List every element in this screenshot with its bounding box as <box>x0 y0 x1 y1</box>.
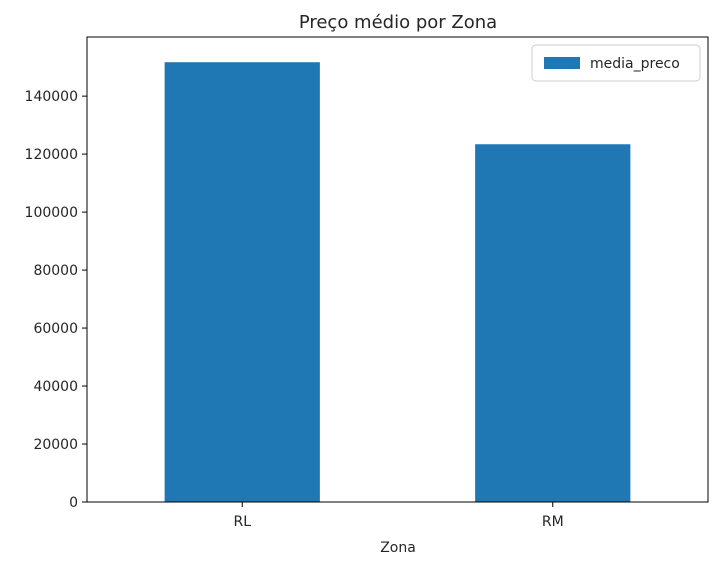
y-tick-label: 60000 <box>33 321 78 337</box>
x-tick-label: RL <box>233 514 251 530</box>
y-tick-label: 140000 <box>25 89 78 105</box>
bar-rm <box>475 144 631 502</box>
y-axis: 0 20000 40000 60000 80000 100000 120000 140000 <box>25 89 87 511</box>
bar-rl <box>164 62 320 503</box>
y-tick-label: 20000 <box>33 437 78 453</box>
y-tick-label: 80000 <box>33 263 78 279</box>
plot-frame <box>86 36 709 503</box>
legend-box <box>531 44 701 82</box>
y-tick-label: 0 <box>69 495 78 511</box>
x-tick-label: RM <box>542 514 564 530</box>
legend: media_preco <box>531 44 701 82</box>
legend-swatch <box>544 57 580 69</box>
x-axis-label: Zona <box>380 540 416 556</box>
legend-label: media_preco <box>590 56 680 72</box>
y-tick-label: 100000 <box>25 205 78 221</box>
y-tick-label: 120000 <box>25 147 78 163</box>
bars-group <box>164 62 631 503</box>
x-axis: RL RM <box>233 502 564 530</box>
chart-title: Preço médio por Zona <box>299 12 497 33</box>
y-tick-label: 40000 <box>33 379 78 395</box>
